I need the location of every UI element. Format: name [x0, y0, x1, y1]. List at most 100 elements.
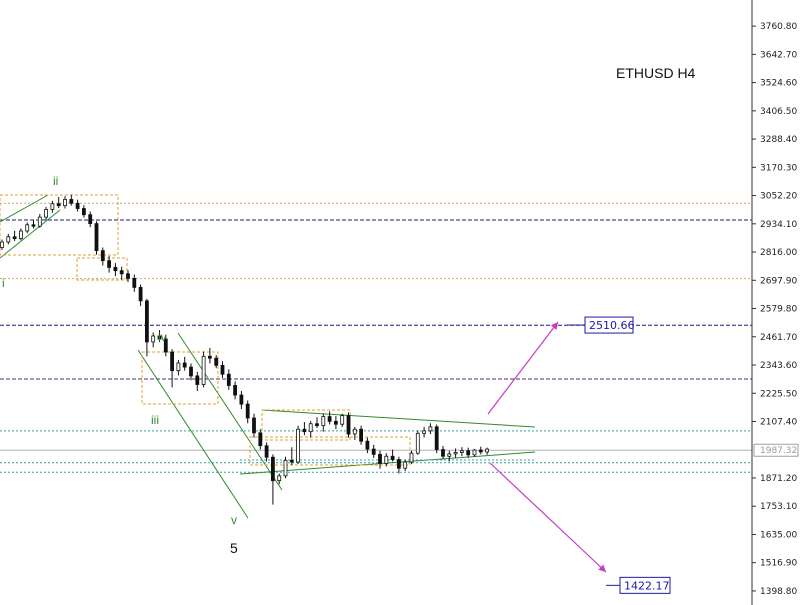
candle-body	[453, 452, 458, 455]
candle-body	[195, 375, 200, 385]
candle-body	[75, 202, 80, 209]
y-tick-label: 2816.00	[760, 248, 797, 258]
candle-body	[333, 420, 338, 425]
candle-body	[459, 450, 464, 453]
candle-body	[346, 415, 351, 435]
candle-body	[107, 260, 111, 268]
trend-line-0	[0, 194, 49, 223]
candle-body	[226, 373, 231, 386]
candle-body	[50, 203, 55, 210]
trend-lines	[0, 194, 536, 519]
y-tick-label: 1753.10	[760, 502, 797, 512]
candle-body	[201, 355, 206, 385]
candle-body	[214, 357, 219, 366]
target-up-label: 2510.66	[589, 319, 635, 332]
candle-body	[428, 426, 433, 432]
trend-line-3	[137, 349, 249, 519]
candle-body	[283, 459, 288, 477]
y-tick-label: 3052.20	[760, 192, 797, 202]
current-price-tag	[753, 443, 799, 457]
wave-label-v: v	[231, 513, 237, 527]
candle-body	[25, 224, 30, 232]
price-axis: 3760.80 3642.70 3524.60 3406.50 3288.40 3170.…	[751, 0, 799, 605]
candle-body	[485, 448, 490, 453]
candle-body	[371, 448, 376, 455]
fib-box-0	[0, 194, 119, 256]
candle-body	[352, 428, 357, 435]
candle-body	[163, 338, 168, 353]
candle-body	[396, 459, 401, 469]
y-tick-label: 1635.00	[760, 530, 797, 540]
candle-body	[119, 270, 124, 275]
candle-body	[466, 450, 471, 456]
candle-body	[176, 362, 181, 372]
candle-body	[94, 223, 99, 252]
y-tick-label: 2107.40	[760, 417, 797, 427]
candle-body	[44, 209, 48, 218]
fib-box-2	[141, 351, 219, 405]
y-tick-label: 2343.60	[760, 361, 797, 371]
y-tick-label: 2579.80	[760, 305, 797, 315]
candle-body	[88, 214, 93, 224]
y-tick-label: 3760.80	[760, 22, 797, 32]
candle-body	[359, 428, 364, 442]
y-tick-label: 3524.60	[760, 79, 797, 89]
wave-label-5: 5	[230, 540, 238, 556]
candle-body	[245, 403, 250, 419]
candle-body	[138, 287, 143, 302]
candle-body	[415, 432, 420, 454]
candles	[0, 194, 490, 505]
candle-body	[478, 449, 483, 453]
candle-body	[472, 449, 477, 456]
fib-box-4	[249, 436, 411, 466]
candle-body	[390, 455, 395, 461]
candle-body	[189, 366, 193, 377]
y-tick-label: 2934.10	[760, 220, 797, 230]
target-up-box	[584, 316, 634, 334]
candle-body	[151, 335, 156, 343]
projection-up-arrow-head	[550, 322, 558, 330]
candle-body	[327, 416, 332, 422]
wave-label-iii: iii	[151, 413, 159, 427]
candle-body	[233, 385, 238, 396]
candle-body	[308, 423, 313, 433]
candle-body	[6, 236, 11, 243]
target-down-box	[619, 576, 671, 594]
candle-body	[100, 250, 105, 262]
candle-body	[239, 394, 244, 405]
projection-up-arrow	[487, 321, 559, 415]
candle-body	[31, 224, 36, 227]
trend-line-4	[261, 409, 536, 428]
candle-body	[126, 273, 130, 279]
candle-body	[18, 230, 23, 240]
fib-box-1	[76, 257, 128, 281]
trend-line-2	[177, 332, 283, 491]
candle-body	[252, 417, 256, 434]
candle-body	[289, 459, 294, 463]
wave-label-iv: iv	[158, 330, 167, 344]
y-tick-label: 1516.90	[760, 559, 797, 569]
y-tick-label: 1871.20	[760, 474, 797, 484]
y-tick-label: 3406.50	[760, 107, 797, 117]
candle-body	[170, 351, 175, 372]
projection-down-arrow-head	[598, 564, 606, 572]
candle-body	[144, 300, 149, 343]
y-tick-label: 1398.80	[760, 587, 797, 597]
candle-body	[365, 440, 370, 450]
candle-body	[0, 241, 4, 248]
y-tick-label: 2697.90	[760, 276, 797, 286]
candle-body	[37, 216, 42, 227]
candle-body	[378, 453, 382, 464]
y-tick-label: 3288.40	[760, 135, 797, 145]
candle-body	[315, 423, 319, 427]
horizontal-levels	[0, 202, 752, 473]
candle-body	[207, 355, 212, 359]
projection-arrows: 2510.66 1422.17	[487, 316, 671, 594]
current-price-label: 1987.32	[760, 446, 797, 456]
chart-title: ETHUSD H4	[616, 65, 696, 81]
candle-body	[422, 430, 427, 434]
candle-body	[182, 362, 187, 368]
wave-label-ii: ii	[53, 174, 58, 188]
candle-body	[409, 452, 414, 463]
candle-body	[12, 236, 17, 240]
